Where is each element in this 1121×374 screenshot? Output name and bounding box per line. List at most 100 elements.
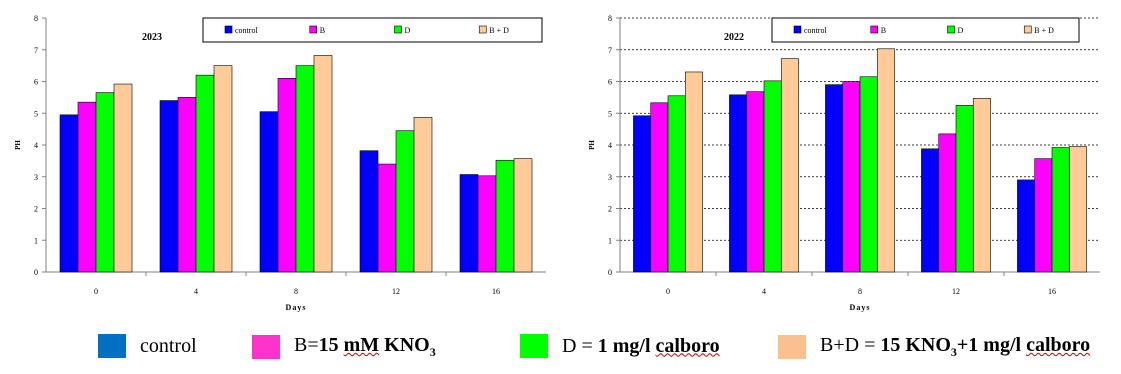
- legend-swatch-d: [520, 334, 548, 358]
- bar-D-day0: [95, 92, 115, 273]
- bar-control-day0: [633, 115, 652, 273]
- x-tick-label: 16: [1048, 287, 1056, 296]
- y-tick-label: 6: [608, 78, 612, 87]
- x-tick-label: 4: [762, 287, 766, 296]
- legend-b-subscript: 3: [429, 345, 436, 359]
- y-tick-label: 0: [608, 268, 612, 277]
- bar-B-day8: [277, 78, 297, 273]
- bar-BD-day16: [1068, 146, 1087, 273]
- legend-b-compound: KNO: [379, 334, 430, 356]
- bar-control-day16: [1017, 179, 1036, 273]
- legend-label: D: [405, 26, 411, 35]
- legend-label-bd: B+D = 15 KNO3+1 mg/l calboro: [820, 334, 1090, 360]
- bar-D-day8: [295, 65, 315, 273]
- y-tick-label: 5: [608, 109, 612, 118]
- bar-D-day8: [859, 76, 878, 273]
- bar-D-day4: [195, 74, 215, 273]
- legend-bd-subscript: 3: [950, 345, 957, 359]
- bar-B-day16: [1034, 158, 1053, 273]
- x-tick-label: 8: [294, 287, 298, 296]
- bar-D-day16: [1051, 147, 1070, 273]
- y-tick-label: 7: [34, 46, 38, 55]
- legend-swatch: [1023, 25, 1032, 34]
- y-tick-label: 2: [608, 205, 612, 214]
- x-tick-label: 8: [858, 287, 862, 296]
- legend-swatch: [309, 25, 318, 34]
- legend-swatch: [224, 25, 233, 34]
- y-tick-label: 8: [34, 14, 38, 23]
- x-tick-label: 4: [194, 287, 198, 296]
- bar-D-day16: [495, 159, 515, 273]
- bar-control-day4: [159, 100, 179, 273]
- bar-control-day0: [59, 114, 79, 273]
- bar-B-day16: [477, 175, 497, 273]
- bar-BD-day0: [113, 83, 133, 273]
- legend-d-dose: 1 mg/l: [597, 334, 656, 357]
- legend-b-number: 15: [318, 334, 344, 356]
- legend-bd-prefix: B+D =: [820, 334, 881, 356]
- x-axis-label: Days: [286, 303, 307, 312]
- bar-control-day4: [729, 94, 748, 273]
- x-tick-label: 12: [392, 287, 400, 296]
- bar-D-day0: [667, 95, 686, 273]
- y-tick-label: 7: [608, 46, 612, 55]
- bar-BD-day8: [313, 55, 333, 273]
- y-axis-label: PH: [14, 140, 22, 150]
- legend-swatch: [394, 25, 402, 34]
- x-tick-label: 0: [94, 287, 98, 296]
- bar-control-day8: [259, 111, 279, 273]
- x-axis-label: Days: [850, 303, 871, 312]
- y-tick-label: 4: [608, 141, 612, 150]
- bar-D-day12: [395, 130, 415, 273]
- bar-BD-day12: [972, 98, 991, 273]
- bar-B-day12: [938, 133, 957, 273]
- bar-B-day0: [77, 101, 97, 273]
- legend-d-prefix: D =: [562, 334, 598, 357]
- y-tick-label: 2: [34, 205, 38, 214]
- bar-BD-day4: [213, 65, 233, 273]
- bar-BD-day12: [413, 117, 433, 273]
- legend-label: control: [235, 26, 258, 35]
- y-tick-label: 3: [34, 173, 38, 182]
- x-tick-label: 16: [492, 287, 500, 296]
- y-tick-label: 3: [608, 173, 612, 182]
- legend-bd-dose: +1 mg/l: [956, 334, 1027, 356]
- y-tick-label: 8: [608, 14, 612, 23]
- legend-label-b: B=15 mM KNO3: [294, 334, 436, 360]
- legend-b-prefix: B=: [294, 334, 319, 356]
- legend: control B D B + D: [202, 17, 543, 43]
- legend-swatch-control: [98, 334, 126, 358]
- y-axis-label: PH: [588, 140, 596, 150]
- bar-D-day4: [763, 80, 782, 273]
- bar-BD-day4: [780, 58, 799, 273]
- legend-label: control: [804, 26, 827, 35]
- legend-label-control: control: [140, 334, 197, 357]
- bar-B-day8: [842, 81, 861, 273]
- legend-label: B + D: [489, 26, 509, 35]
- legend-label-d: D = 1 mg/l calboro: [562, 335, 720, 358]
- bar-control-day12: [359, 150, 379, 273]
- legend: control B D B + D: [771, 17, 1080, 43]
- bar-BD-day0: [684, 71, 703, 273]
- y-tick-label: 6: [34, 78, 38, 87]
- chart-title: 2022: [724, 32, 744, 43]
- y-tick-label: 5: [34, 109, 38, 118]
- bottom-legend-d: D = 1 mg/l calboro: [520, 334, 720, 358]
- bar-BD-day8: [876, 48, 895, 273]
- chart-title: 2023: [142, 32, 162, 43]
- legend-bd-compound: 15 KNO: [880, 334, 951, 356]
- y-tick-label: 1: [34, 236, 38, 245]
- bottom-legend-b: B=15 mM KNO3: [252, 334, 436, 360]
- bottom-legend-control: control: [98, 334, 197, 358]
- y-tick-label: 0: [34, 268, 38, 277]
- legend-swatch: [793, 25, 802, 34]
- x-tick-label: 12: [952, 287, 960, 296]
- bar-BD-day16: [513, 158, 533, 273]
- legend-d-agent: calboro: [655, 334, 720, 357]
- legend-swatch: [478, 25, 487, 34]
- bar-control-day8: [825, 84, 844, 273]
- legend-label: B + D: [1034, 26, 1054, 35]
